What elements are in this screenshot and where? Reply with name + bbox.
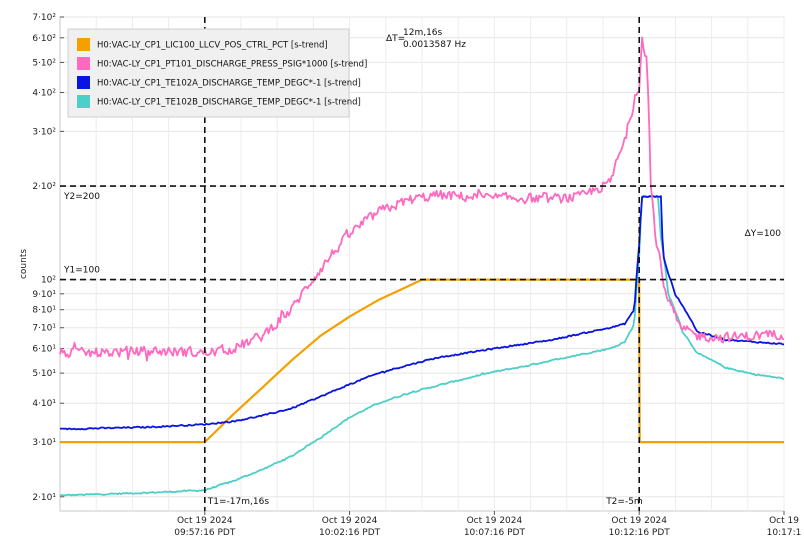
y-tick-label: 2·10² <box>32 182 56 192</box>
y-tick-label: 5·10¹ <box>32 369 56 379</box>
legend: H0:VAC-LY_CP1_LIC100_LLCV_POS_CTRL_PCT [… <box>67 28 367 118</box>
legend-label-4: H0:VAC-LY_CP1_TE102B_DISCHARGE_TEMP_DEGC… <box>97 98 361 108</box>
x-tick-labels: Oct 19 2024 09:57:16 PDT Oct 19 2024 10:02:… <box>174 511 801 538</box>
y-tick-label: 8·10¹ <box>32 306 56 316</box>
y1-cursor-label: Y1=100 <box>63 266 100 276</box>
y-tick-label: 4·10² <box>32 89 56 99</box>
legend-label-2: H0:VAC-LY_CP1_PT101_DISCHARGE_PRESS_PSIG… <box>97 60 367 70</box>
x-tick-label-date: Oct 19 2024 <box>611 516 667 526</box>
x-tick-label-time: 10:17:1 <box>767 528 802 538</box>
x-tick-label-date: Oct 19 2024 <box>177 516 233 526</box>
delta-t-value: 12m,16s <box>403 28 443 38</box>
delta-t-prefix: ΔT= <box>386 34 405 44</box>
y-tick-label: 5·10² <box>32 58 56 68</box>
y-tick-label: 2·10¹ <box>32 493 56 503</box>
y-tick-label: 6·10¹ <box>32 345 56 355</box>
x-tick-label-time: 09:57:16 PDT <box>174 528 236 538</box>
y-tick-label: 7·10² <box>32 13 56 23</box>
y2-cursor-label: Y2=200 <box>63 192 100 202</box>
y-axis-label: counts <box>19 249 29 279</box>
x-tick-label-date: Oct 19 <box>769 516 799 526</box>
y-tick-label: 10² <box>41 276 56 286</box>
x-tick-label-date: Oct 19 2024 <box>467 516 523 526</box>
t2-cursor-label: T2=-5m <box>605 497 643 507</box>
legend-box <box>67 28 350 118</box>
y-tick-label: 3·10¹ <box>32 438 56 448</box>
series-layer <box>59 36 785 497</box>
legend-label-3: H0:VAC-LY_CP1_TE102A_DISCHARGE_TEMP_DEGC… <box>97 79 361 89</box>
y-tick-label: 7·10¹ <box>32 324 56 334</box>
cursor-layer: T1=-17m,16s T2=-5m Y1=100 Y2=200 ΔY=100 ΔT=12… <box>60 17 784 511</box>
y-tick-labels: 2·10¹ 3·10¹ 4·10¹ 5·10¹ 6·10¹ 7·10¹ 8·10¹ 9·10¹… <box>32 13 56 503</box>
t1-cursor-label: T1=-17m,16s <box>207 497 270 507</box>
legend-swatch-2 <box>77 57 90 70</box>
y-tick-label: 9·10¹ <box>32 290 56 300</box>
x-tick-label-time: 10:02:16 PDT <box>319 528 381 538</box>
y-tick-label: 3·10² <box>32 127 56 137</box>
x-tick-label-date: Oct 19 2024 <box>322 516 378 526</box>
legend-swatch-1 <box>77 38 90 51</box>
series-line-3 <box>59 195 785 431</box>
delta-y-label: ΔY=100 <box>745 229 782 239</box>
y-tick-label: 6·10² <box>32 34 56 44</box>
delta-t-frequency: 0.0013587 Hz <box>403 40 466 50</box>
y-tick-label: 4·10¹ <box>32 399 56 409</box>
legend-swatch-3 <box>77 76 90 89</box>
x-tick-label-time: 10:07:16 PDT <box>464 528 526 538</box>
legend-label-1: H0:VAC-LY_CP1_LIC100_LLCV_POS_CTRL_PCT [… <box>97 41 328 51</box>
legend-swatch-4 <box>77 95 90 108</box>
x-tick-label-time: 10:12:16 PDT <box>609 528 671 538</box>
series-line-2 <box>59 36 785 362</box>
